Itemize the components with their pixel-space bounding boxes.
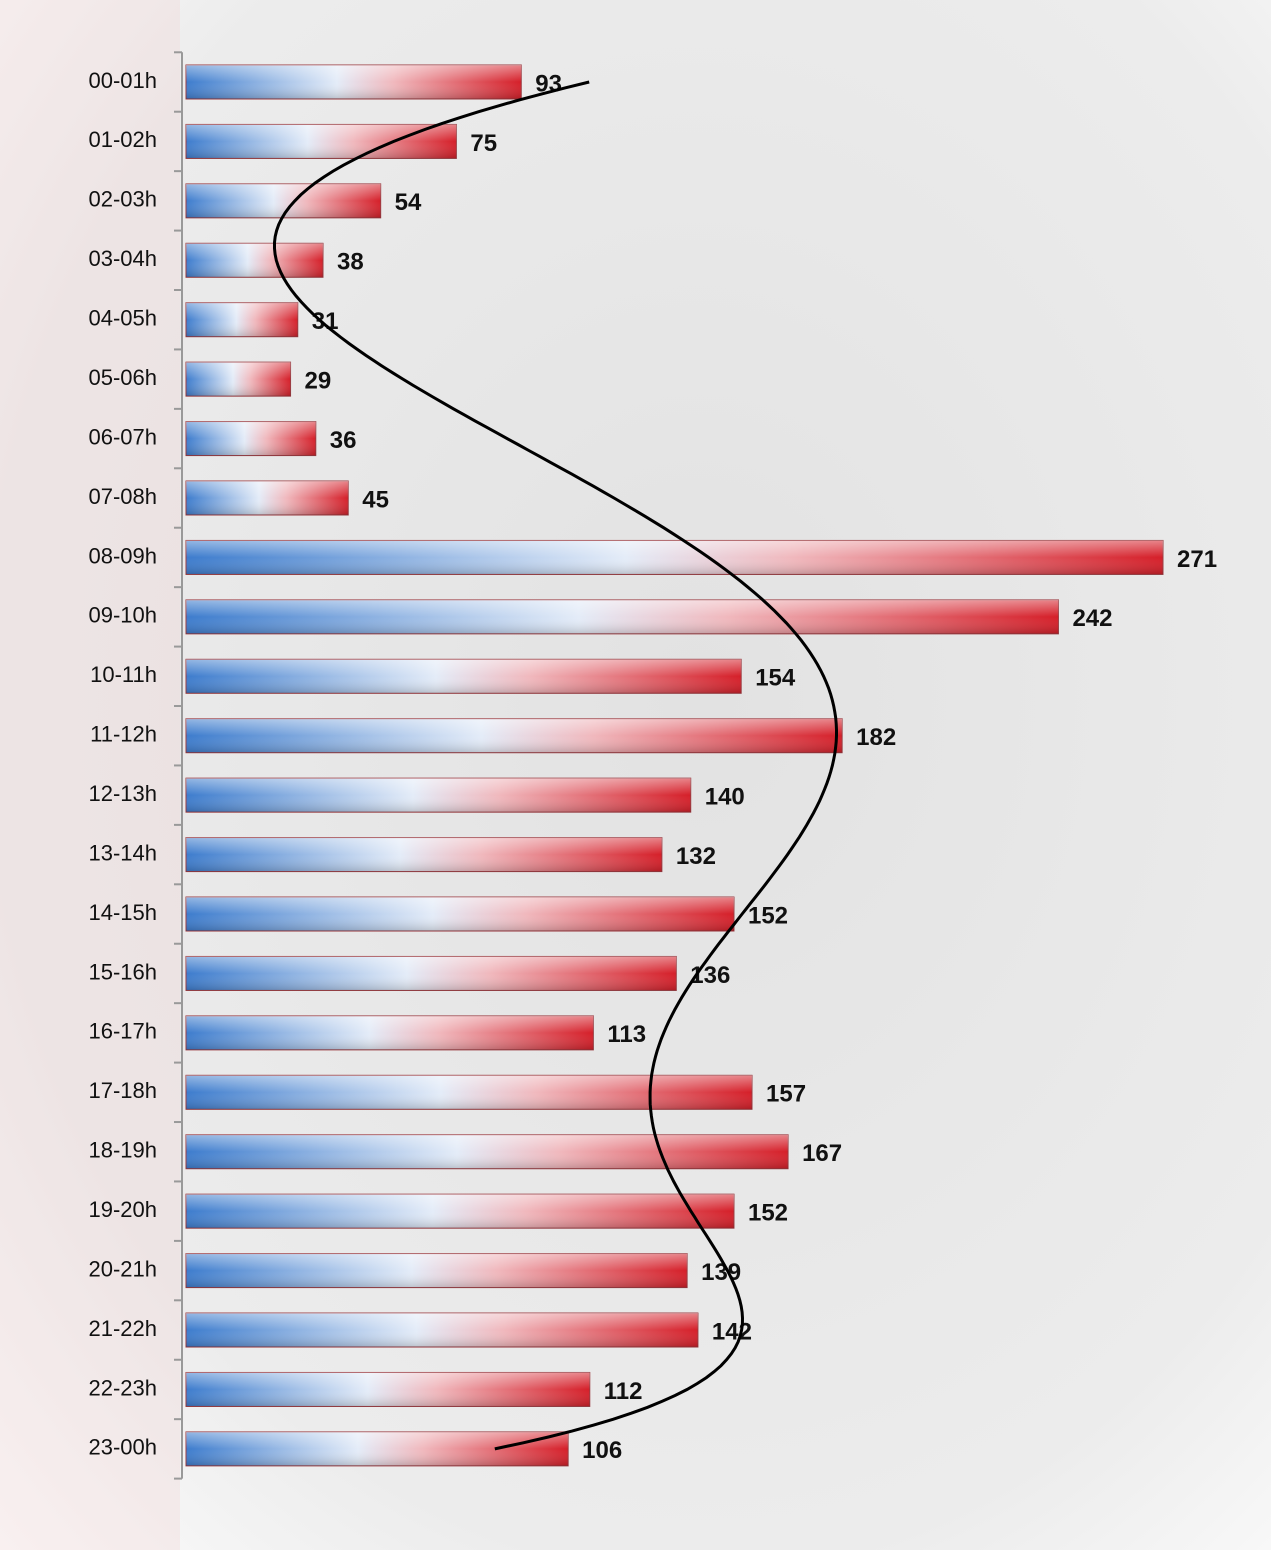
category-label: 07-08h: [88, 484, 157, 509]
category-label: 22-23h: [88, 1375, 157, 1400]
bar-shine: [186, 659, 742, 694]
bar-shine: [186, 1313, 698, 1348]
data-label: 182: [856, 724, 896, 751]
category-label: 21-22h: [88, 1316, 157, 1341]
category-label: 03-04h: [88, 246, 157, 271]
bar-shine: [186, 599, 1059, 634]
data-label: 152: [748, 1200, 788, 1227]
data-label: 45: [362, 486, 389, 513]
data-label: 242: [1072, 605, 1112, 632]
bar-shine: [186, 1015, 594, 1050]
category-label: 11-12h: [90, 722, 157, 747]
bar-shine: [186, 1372, 590, 1407]
bar-shine: [186, 1431, 569, 1466]
data-label: 157: [766, 1081, 806, 1108]
category-label: 15-16h: [88, 959, 157, 984]
category-label: 10-11h: [90, 662, 157, 687]
data-label: 154: [755, 665, 796, 692]
data-label: 167: [802, 1140, 842, 1167]
category-label: 19-20h: [88, 1197, 157, 1222]
data-label: 139: [701, 1259, 741, 1286]
bar-shine: [186, 1134, 789, 1169]
data-label: 29: [305, 367, 332, 394]
data-label: 54: [395, 189, 422, 216]
data-label: 112: [604, 1378, 643, 1405]
data-label: 142: [712, 1318, 752, 1345]
data-label: 38: [337, 249, 364, 276]
bar-shine: [186, 183, 381, 218]
category-label: 20-21h: [88, 1256, 157, 1281]
category-label: 00-01h: [88, 68, 157, 93]
trend-line: [273, 80, 838, 1451]
category-label: 23-00h: [88, 1435, 157, 1460]
category-label: 01-02h: [88, 127, 157, 152]
data-label: 113: [607, 1021, 646, 1048]
data-label: 140: [705, 784, 745, 811]
bar-shine: [186, 718, 843, 753]
bar-shine: [186, 1194, 734, 1229]
data-label: 152: [748, 902, 788, 929]
category-label: 05-06h: [88, 365, 157, 390]
bar-shine: [186, 1253, 688, 1288]
data-label: 106: [582, 1437, 622, 1464]
bar-shine: [186, 302, 298, 337]
category-label: 06-07h: [88, 424, 157, 449]
bar-shine: [186, 243, 323, 278]
category-label: 16-17h: [88, 1019, 157, 1044]
bar-shine: [186, 778, 691, 813]
bar-shine: [186, 956, 677, 991]
bar-shine: [186, 421, 316, 456]
background-tint: [0, 0, 180, 1550]
category-label: 08-09h: [88, 543, 157, 568]
category-label: 04-05h: [88, 306, 157, 331]
data-label: 75: [470, 130, 497, 157]
bar-shine: [186, 1075, 753, 1110]
category-label: 17-18h: [88, 1078, 157, 1103]
category-label: 02-03h: [88, 187, 157, 212]
category-label: 09-10h: [88, 603, 157, 628]
data-label: 132: [676, 843, 716, 870]
category-label: 13-14h: [88, 840, 157, 865]
bar-shine: [186, 897, 734, 932]
bar-shine: [186, 837, 662, 872]
data-label: 271: [1177, 546, 1217, 573]
category-label: 18-19h: [88, 1138, 157, 1163]
bar-shine: [186, 65, 522, 99]
bar-shine: [186, 481, 349, 516]
data-label: 36: [330, 427, 357, 454]
category-label: 14-15h: [88, 900, 157, 925]
bar-shine: [186, 124, 457, 159]
bar-shine: [186, 362, 291, 397]
category-label: 12-13h: [88, 781, 157, 806]
bar-shine: [186, 540, 1163, 575]
